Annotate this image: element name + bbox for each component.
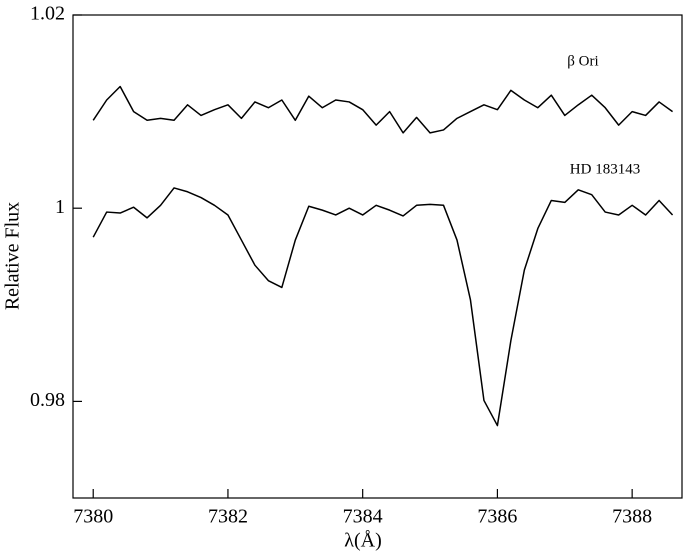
spectrum-line xyxy=(92,85,674,134)
spectrum-line xyxy=(92,187,674,427)
y-tick-label: 0.98 xyxy=(30,389,65,411)
y-axis-label: Relative Flux xyxy=(2,202,24,310)
x-tick-label: 7382 xyxy=(208,506,248,528)
y-tick-label: 1.02 xyxy=(30,3,65,25)
series-label: HD 183143 xyxy=(570,161,640,177)
x-tick-label: 7388 xyxy=(612,506,652,528)
plot-frame xyxy=(72,14,683,499)
x-tick-label: 7386 xyxy=(477,506,517,528)
y-tick-label: 1 xyxy=(55,196,65,218)
x-axis-label: λ(Å) xyxy=(344,530,381,552)
x-tick-label: 7380 xyxy=(73,506,113,528)
series-label: β Ori xyxy=(567,53,598,69)
x-tick-label: 7384 xyxy=(343,506,383,528)
